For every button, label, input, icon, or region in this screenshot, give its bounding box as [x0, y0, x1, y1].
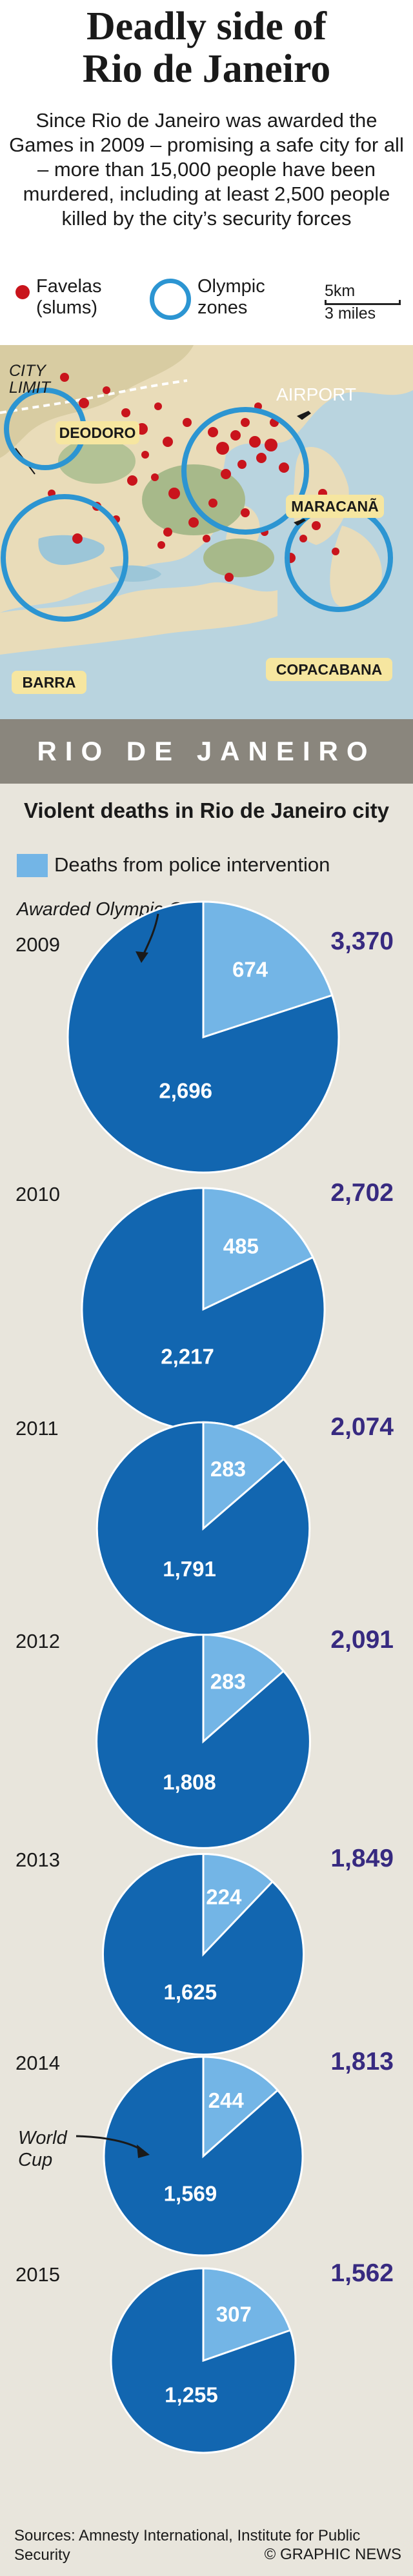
other-value-label: 1,255	[165, 2383, 218, 2406]
favelas-legend-label: Favelas (slums)	[36, 276, 102, 318]
year-label: 2014	[15, 2051, 60, 2074]
scale-bar-icon	[325, 300, 401, 305]
police-value-label: 224	[206, 1885, 242, 1908]
sources-text: Sources: Amnesty International, Institut…	[14, 2527, 361, 2564]
label-copacabana: COPACABANA	[266, 658, 392, 681]
label-maracana: MARACANÃ	[286, 495, 384, 518]
intro-text: Since Rio de Janeiro was awarded the Gam…	[9, 109, 404, 230]
total-label: 1,849	[330, 1845, 394, 1873]
olympic-legend-label: Olympic zones	[197, 276, 265, 318]
police-value-label: 307	[216, 2303, 252, 2326]
police-value-label: 485	[223, 1234, 259, 1258]
pie-slice-police	[202, 1634, 285, 1744]
scale-km-label: 5km	[325, 282, 356, 300]
pie-slice-police	[202, 900, 334, 1039]
other-value-label: 1,808	[163, 1770, 216, 1794]
header-section: Deadly side of Rio de Janeiro Since Rio …	[0, 0, 413, 381]
police-legend-label: Deaths from police intervention	[54, 853, 330, 876]
total-label: 2,091	[330, 1625, 394, 1654]
chart-title: Violent deaths in Rio de Janeiro city	[23, 798, 390, 822]
total-label: 2,702	[330, 1178, 394, 1207]
police-value-label: 283	[210, 1457, 246, 1481]
label-deodoro: DEODORO	[55, 421, 139, 444]
city-name: RIO DE JANEIRO	[37, 736, 376, 766]
city-name-band: RIO DE JANEIRO	[0, 719, 413, 784]
scale-miles-label: 3 miles	[325, 304, 376, 322]
world-cup-annotation: World Cup	[18, 2128, 67, 2170]
pie-2012: 283 1,808	[96, 1634, 311, 1849]
pie-2014: 244 1,569	[103, 2056, 304, 2257]
total-label: 2,074	[330, 1413, 394, 1442]
pie-slice-police	[202, 2056, 279, 2159]
year-label: 2013	[15, 1848, 60, 1872]
other-value-label: 2,217	[161, 1345, 214, 1369]
year-label: 2010	[15, 1182, 60, 1205]
svg-text:COPACABANA: COPACABANA	[276, 661, 382, 678]
total-label: 3,370	[330, 927, 394, 955]
other-value-label: 1,569	[164, 2181, 217, 2205]
year-label: 2012	[15, 1629, 60, 1652]
svg-text:MARACANÃ: MARACANÃ	[291, 497, 378, 515]
pie-slice-police	[202, 2267, 292, 2363]
pie-2010: 485 2,217	[81, 1187, 326, 1432]
svg-text:DEODORO: DEODORO	[59, 424, 136, 441]
pie-charts: 674 2,696 485 2,217 283 1,791 283 1,808 224 1,625…	[66, 900, 340, 2454]
favela-dot-icon	[15, 285, 30, 299]
pie-2011: 283 1,791	[96, 1421, 311, 1636]
pie-2015: 307 1,255	[110, 2267, 297, 2454]
pie-slice-police	[202, 1421, 285, 1531]
favela-markers	[48, 373, 339, 582]
total-label: 1,562	[330, 2259, 394, 2288]
credit-text: © GRAPHIC NEWS	[264, 2546, 401, 2563]
world-cup-arrowhead	[137, 2145, 150, 2158]
pie-2013: 224 1,625	[101, 1852, 305, 2056]
year-label: 2009	[15, 933, 60, 956]
page-title-line2: Rio de Janeiro	[82, 47, 331, 91]
label-barra: BARRA	[12, 671, 86, 694]
other-value-label: 1,791	[163, 1557, 216, 1581]
annotation-arrowhead	[136, 951, 148, 963]
rio-map: CITY LIMIT AIRPORT DEODORO MARACANÃ BARRA…	[0, 345, 413, 719]
total-label: 1,813	[330, 2047, 394, 2076]
olympic-zone-ring-icon	[150, 279, 191, 320]
year-label: 2011	[15, 1417, 59, 1440]
pie-slice-police	[202, 1852, 274, 1957]
chart-section: RIO DE JANEIRO Violent deaths in Rio de …	[0, 719, 413, 2576]
pie-slice-police	[202, 1187, 314, 1311]
airport-label: AIRPORT	[276, 384, 356, 404]
other-value-label: 1,625	[163, 1980, 217, 2004]
other-value-label: 2,696	[159, 1079, 212, 1103]
police-value-label: 283	[210, 1670, 246, 1694]
police-value-label: 244	[208, 2088, 245, 2112]
year-label: 2015	[15, 2263, 60, 2286]
city-limit-text: CITY LIMIT	[9, 362, 52, 397]
svg-text:BARRA: BARRA	[22, 674, 76, 691]
police-legend-swatch	[17, 854, 48, 877]
police-value-label: 674	[232, 958, 268, 982]
page-title-line1: Deadly side of	[86, 5, 327, 48]
pie-2009: 674 2,696	[66, 900, 340, 1174]
map-legend: Favelas (slums) Olympic zones 5km 3 mile…	[0, 271, 413, 335]
